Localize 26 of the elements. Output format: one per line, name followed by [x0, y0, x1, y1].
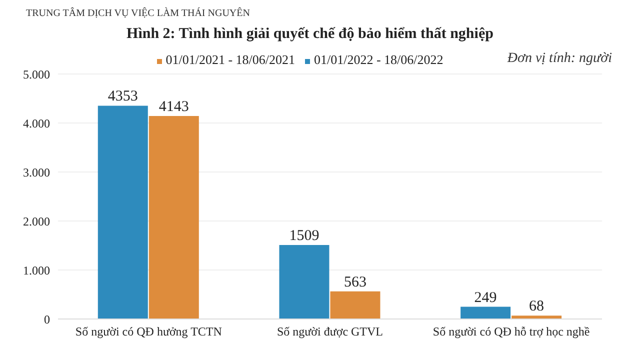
bar	[279, 245, 330, 319]
bar	[330, 291, 380, 319]
y-tick-label: 4.000	[23, 116, 50, 130]
x-tick-label: Số người có QĐ hỗ trợ học nghề	[432, 324, 590, 339]
y-tick-label: 1.000	[23, 263, 50, 278]
y-tick-label: 2.000	[23, 214, 50, 228]
data-label: 563	[344, 274, 366, 290]
x-tick-label: Số người được GTVL	[276, 324, 384, 339]
text: Đơn vị tính: người	[507, 51, 612, 67]
legend-label: 01/01/2022 - 18/06/2022	[314, 52, 444, 67]
y-tick-label: 5.000	[23, 67, 50, 82]
legend-label: 01/01/2021 - 18/06/2021	[166, 52, 295, 67]
data-label: 68	[529, 298, 544, 315]
data-label: 1509	[289, 228, 320, 244]
data-label: 4143	[158, 98, 189, 115]
bar	[460, 306, 511, 319]
chart-title: Hình 2: Tình hình giải quyết chế độ bảo hiểm thất nghiệp	[126, 26, 494, 43]
text: TRUNG TÂM DỊCH VỤ VIỆC LÀM THÁI NGUYÊN	[26, 8, 250, 19]
x-tick-label: Số người có QĐ hưởng TCTN	[75, 324, 222, 339]
bar	[148, 116, 199, 319]
data-label: 249	[474, 290, 497, 306]
y-tick-label: 0	[44, 312, 50, 326]
y-tick-label: 3.000	[23, 165, 50, 180]
data-label: 4353	[108, 88, 138, 105]
bar	[98, 106, 148, 319]
bar	[512, 316, 562, 319]
